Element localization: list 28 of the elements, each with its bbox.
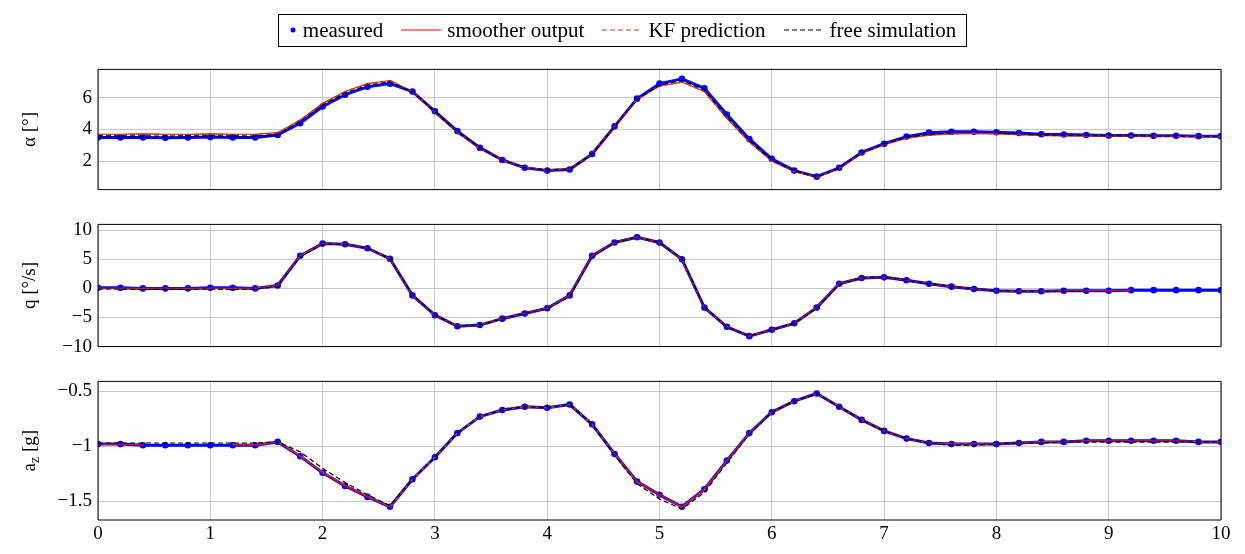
y-tick-label: −0.5 bbox=[57, 379, 92, 401]
y-tick-label: −1 bbox=[71, 434, 92, 456]
y-axis-title: q [°/s] bbox=[17, 261, 39, 310]
y-tick-label: 10 bbox=[73, 218, 92, 240]
text: measured bbox=[302, 17, 384, 43]
y-tick-label: 4 bbox=[82, 117, 93, 139]
x-tick-label: 3 bbox=[430, 522, 440, 544]
x-tick-label: 5 bbox=[654, 522, 665, 544]
y-tick-label: 2 bbox=[82, 149, 92, 171]
y-tick-label: −1.5 bbox=[57, 489, 92, 511]
x-tick-label: 8 bbox=[991, 522, 1002, 544]
y-tick-label: 6 bbox=[82, 85, 92, 107]
x-tick-label: 4 bbox=[542, 522, 553, 544]
x-tick-label: 9 bbox=[1103, 522, 1114, 544]
x-tick-label: 2 bbox=[317, 522, 328, 544]
legend-label: smoother output bbox=[447, 17, 585, 43]
y-axis-title: α [°] bbox=[17, 112, 39, 147]
y-tick-label: 0 bbox=[82, 276, 92, 298]
x-tick-label: 6 bbox=[767, 522, 777, 544]
x-tick-label: 10 bbox=[1211, 522, 1231, 544]
x-tick-label: 7 bbox=[879, 522, 889, 544]
y-tick-label: −5 bbox=[71, 305, 92, 327]
y-tick-label: 5 bbox=[82, 247, 92, 269]
legend-label: free simulation bbox=[829, 17, 957, 43]
legend-label: KF prediction bbox=[648, 17, 766, 43]
y-axis-title: az [g] bbox=[17, 429, 42, 472]
x-tick-label: 1 bbox=[205, 522, 216, 544]
y-tick-label: −10 bbox=[62, 334, 92, 356]
